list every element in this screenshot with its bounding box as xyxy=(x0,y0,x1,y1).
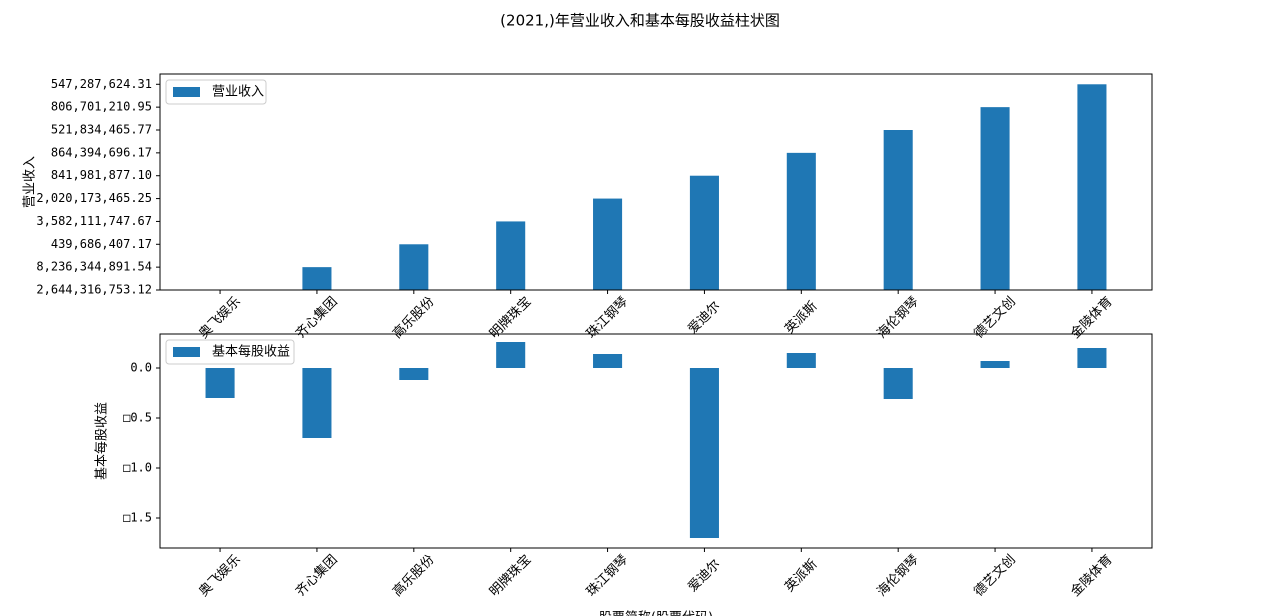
bar xyxy=(980,361,1010,368)
bar xyxy=(593,198,623,290)
bar xyxy=(302,267,332,290)
bar xyxy=(593,354,623,368)
axes-frame xyxy=(159,333,1153,549)
bar xyxy=(399,368,429,380)
y-tick-label: 8,236,344,891.54 xyxy=(36,260,152,274)
y-tick-label: □1.5 xyxy=(123,511,152,525)
bar xyxy=(1077,84,1107,291)
legend-swatch xyxy=(173,87,200,97)
y-tick-label: 521,834,465.77 xyxy=(51,123,152,137)
y-tick-label: 806,701,210.95 xyxy=(51,100,152,114)
x-tick-label: 奥飞娱乐 xyxy=(196,552,243,599)
x-tick-label: 奥飞娱乐 xyxy=(196,294,243,341)
legend: 营业收入 xyxy=(165,79,267,105)
x-tick-label: 德艺文创 xyxy=(971,552,1018,599)
y-tick-label: 439,686,407.17 xyxy=(51,237,152,251)
x-tick-label: 金陵体育 xyxy=(1068,552,1116,600)
bar xyxy=(399,244,429,290)
bar xyxy=(496,342,526,368)
x-tick-label: 齐心集团 xyxy=(293,552,341,600)
x-tick-label: 海伦钢琴 xyxy=(874,552,921,599)
y-axis-label: 营业收入 xyxy=(23,156,38,208)
y-tick-label: 547,287,624.31 xyxy=(51,77,152,91)
legend-frame xyxy=(165,339,295,365)
x-tick-label: 珠江钢琴 xyxy=(584,294,631,341)
y-tick-label: 2,020,173,465.25 xyxy=(36,191,152,205)
bar xyxy=(980,107,1010,291)
bar xyxy=(1077,348,1107,368)
figure-title: (2021,)年营业收入和基本每股收益柱状图 xyxy=(500,12,780,30)
x-tick-label: 英派斯 xyxy=(782,299,820,337)
y-tick-label: 864,394,696.17 xyxy=(51,145,152,159)
y-axis-label: 基本每股收益 xyxy=(94,402,110,480)
legend-label: 营业收入 xyxy=(212,85,264,100)
x-tick-label: 爱迪尔 xyxy=(685,299,723,337)
legend-label: 基本每股收益 xyxy=(212,344,290,360)
bar xyxy=(496,221,526,290)
bar xyxy=(883,368,913,399)
x-tick-label: 英派斯 xyxy=(782,557,820,595)
x-tick-label: 明牌珠宝 xyxy=(486,552,534,600)
y-tick-label: 3,582,111,747.67 xyxy=(36,214,152,228)
x-axis-label: 股票简称(股票代码) xyxy=(599,610,713,616)
x-tick-label: 爱迪尔 xyxy=(685,557,723,595)
y-tick-label: 841,981,877.10 xyxy=(51,168,152,182)
x-tick-label: 高乐股份 xyxy=(389,552,437,600)
bar xyxy=(883,130,913,290)
x-tick-label: 海伦钢琴 xyxy=(874,294,921,341)
bar xyxy=(689,175,719,290)
y-tick-label: 2,644,316,753.12 xyxy=(36,283,152,297)
legend-frame xyxy=(165,79,267,105)
x-tick-label: 德艺文创 xyxy=(971,294,1018,341)
bar xyxy=(689,368,719,538)
bar xyxy=(302,368,332,438)
bar xyxy=(786,152,816,290)
bar xyxy=(205,368,235,398)
x-tick-label: 珠江钢琴 xyxy=(584,552,631,599)
legend-swatch xyxy=(173,347,200,357)
y-tick-label: 0.0 xyxy=(130,361,152,375)
axes-frame xyxy=(159,73,1153,291)
y-tick-label: □0.5 xyxy=(123,411,152,425)
bar xyxy=(786,353,816,368)
legend: 基本每股收益 xyxy=(165,339,295,365)
y-tick-label: □1.0 xyxy=(123,461,152,475)
